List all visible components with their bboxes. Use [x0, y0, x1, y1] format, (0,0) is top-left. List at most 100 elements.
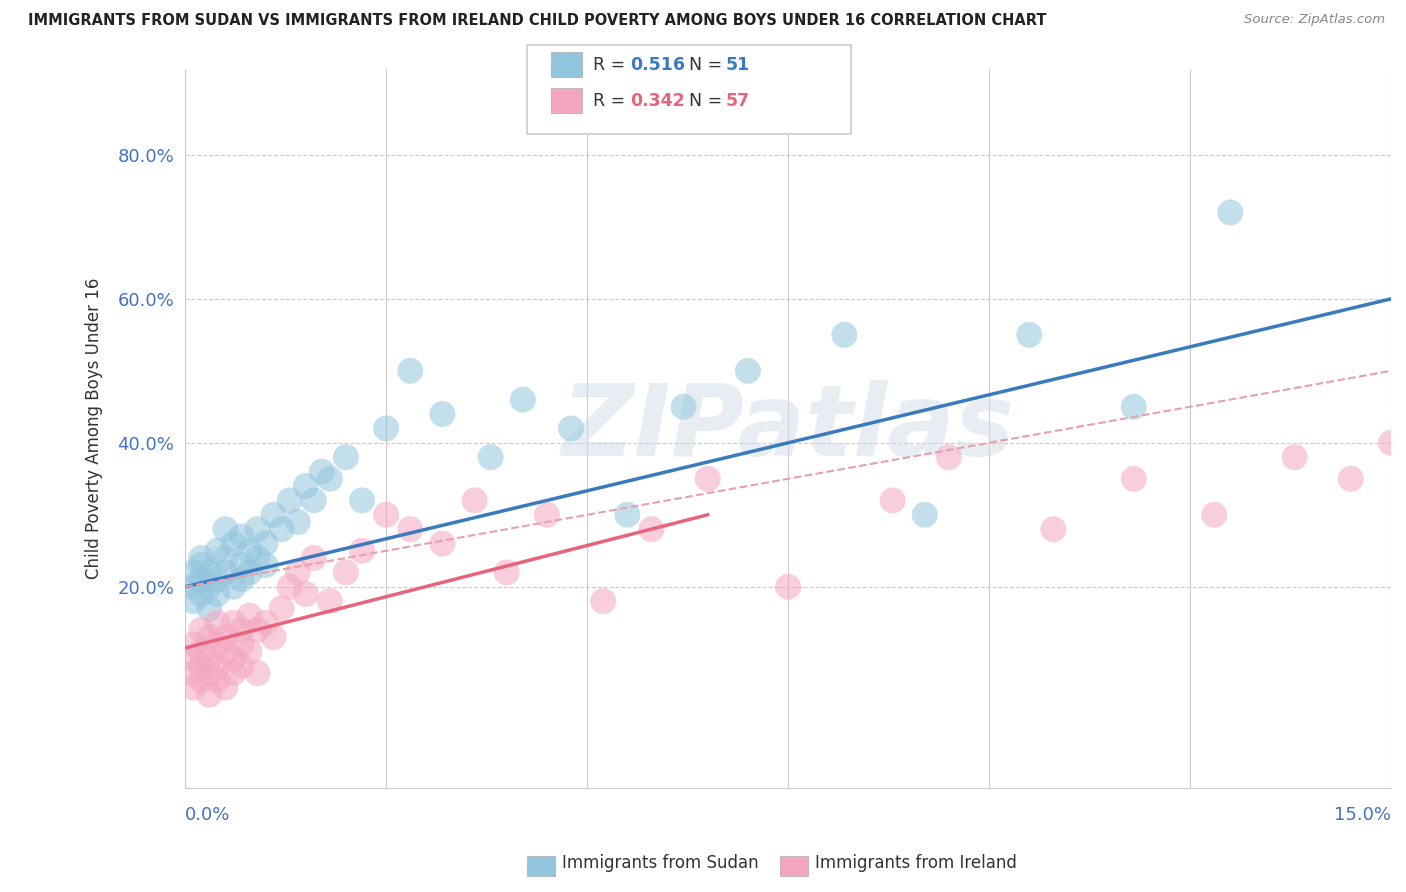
Point: [1204, 508, 1226, 522]
Point: [270, 601, 292, 615]
Point: [311, 465, 333, 479]
Point: [198, 652, 221, 666]
Point: [294, 587, 316, 601]
Point: [254, 536, 277, 550]
Point: [536, 508, 558, 522]
Point: [207, 573, 229, 587]
Point: [198, 630, 221, 644]
Point: [181, 580, 204, 594]
Point: [198, 688, 221, 702]
Text: 51: 51: [725, 55, 749, 74]
Text: Source: ZipAtlas.com: Source: ZipAtlas.com: [1244, 13, 1385, 27]
Point: [278, 580, 301, 594]
Point: [190, 623, 212, 637]
Point: [181, 652, 204, 666]
Point: [270, 522, 292, 536]
Point: [1379, 435, 1402, 450]
Point: [222, 615, 245, 630]
Point: [375, 508, 398, 522]
Point: [1042, 522, 1064, 536]
Point: [938, 450, 960, 465]
Point: [319, 594, 342, 608]
Point: [592, 594, 614, 608]
Point: [238, 566, 260, 580]
Point: [207, 615, 229, 630]
Point: [181, 594, 204, 608]
Point: [737, 364, 759, 378]
Point: [207, 673, 229, 688]
Point: [432, 536, 454, 550]
Text: N =: N =: [689, 92, 728, 110]
Text: Immigrants from Ireland: Immigrants from Ireland: [815, 855, 1018, 872]
Point: [1219, 205, 1241, 219]
Point: [263, 630, 285, 644]
Point: [190, 558, 212, 573]
Text: 0.516: 0.516: [630, 55, 685, 74]
Point: [278, 493, 301, 508]
Point: [672, 400, 695, 414]
Point: [207, 637, 229, 651]
Point: [198, 580, 221, 594]
Point: [319, 472, 342, 486]
Point: [778, 580, 800, 594]
Point: [222, 536, 245, 550]
Text: ZIPatlas: ZIPatlas: [561, 380, 1015, 477]
Point: [287, 515, 309, 529]
Text: 0.0%: 0.0%: [186, 806, 231, 824]
Point: [294, 479, 316, 493]
Point: [231, 573, 253, 587]
Point: [399, 364, 422, 378]
Point: [1284, 450, 1306, 465]
Point: [190, 551, 212, 566]
Point: [495, 566, 517, 580]
Point: [512, 392, 534, 407]
Point: [214, 522, 236, 536]
Point: [238, 608, 260, 623]
Point: [222, 652, 245, 666]
Point: [350, 493, 373, 508]
Point: [198, 601, 221, 615]
Point: [254, 615, 277, 630]
Point: [222, 580, 245, 594]
Point: [263, 508, 285, 522]
Point: [914, 508, 936, 522]
Point: [616, 508, 638, 522]
Point: [882, 493, 904, 508]
Point: [214, 644, 236, 658]
Point: [1340, 472, 1362, 486]
Point: [190, 644, 212, 658]
Text: R =: R =: [593, 55, 631, 74]
Point: [181, 637, 204, 651]
Point: [181, 566, 204, 580]
Point: [287, 566, 309, 580]
Point: [231, 558, 253, 573]
Point: [1122, 472, 1144, 486]
Point: [214, 551, 236, 566]
Point: [181, 681, 204, 695]
Point: [222, 666, 245, 681]
Point: [231, 529, 253, 543]
Point: [207, 543, 229, 558]
Point: [399, 522, 422, 536]
Text: Immigrants from Sudan: Immigrants from Sudan: [562, 855, 759, 872]
Point: [190, 659, 212, 673]
Point: [302, 551, 325, 566]
Point: [207, 659, 229, 673]
Point: [231, 659, 253, 673]
Point: [246, 551, 269, 566]
Point: [350, 543, 373, 558]
Point: [198, 566, 221, 580]
Text: IMMIGRANTS FROM SUDAN VS IMMIGRANTS FROM IRELAND CHILD POVERTY AMONG BOYS UNDER : IMMIGRANTS FROM SUDAN VS IMMIGRANTS FROM…: [28, 13, 1046, 29]
Point: [190, 587, 212, 601]
Point: [214, 630, 236, 644]
Point: [464, 493, 486, 508]
Point: [640, 522, 662, 536]
Point: [254, 558, 277, 573]
Text: 57: 57: [725, 92, 749, 110]
Point: [696, 472, 718, 486]
Text: R =: R =: [593, 92, 631, 110]
Point: [181, 666, 204, 681]
Point: [1018, 327, 1040, 342]
Point: [432, 407, 454, 421]
Point: [479, 450, 502, 465]
